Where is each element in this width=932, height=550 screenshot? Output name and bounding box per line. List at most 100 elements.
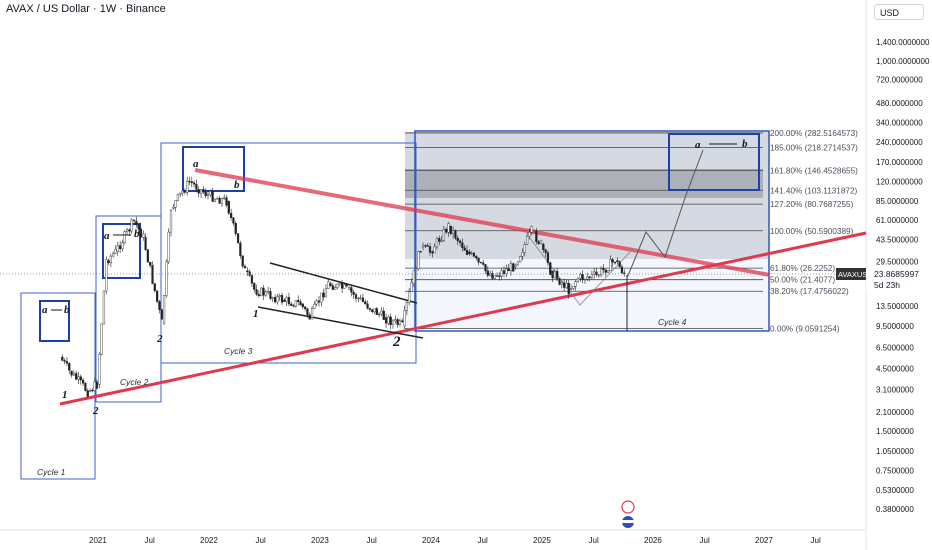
x-tick-label: Jul bbox=[367, 536, 377, 545]
candle-body bbox=[197, 189, 200, 194]
candle-body bbox=[530, 226, 533, 233]
candle-body bbox=[565, 283, 568, 288]
candle-body bbox=[206, 194, 210, 196]
candle-body bbox=[546, 252, 550, 263]
price-candles bbox=[61, 176, 626, 398]
candle-body bbox=[334, 287, 337, 290]
y-tick-label: 340.0000000 bbox=[876, 118, 923, 127]
x-tick-label: Jul bbox=[478, 536, 488, 545]
candle-body bbox=[123, 231, 126, 243]
candle-body bbox=[495, 275, 499, 277]
candle-body bbox=[107, 260, 110, 264]
x-tick-label: 2024 bbox=[422, 536, 440, 545]
candle-body bbox=[218, 198, 221, 204]
candle-body bbox=[195, 183, 198, 190]
wave-1-c3: 1 bbox=[253, 308, 259, 320]
wave-2-c2: 2 bbox=[156, 333, 163, 345]
candle-body bbox=[149, 261, 152, 266]
candle-body bbox=[285, 297, 288, 302]
event-icon[interactable] bbox=[621, 500, 635, 514]
candle-body bbox=[109, 255, 112, 264]
wave-1-c1: 1 bbox=[62, 389, 68, 401]
y-tick-label: 0.3800000 bbox=[876, 505, 914, 514]
candle-body bbox=[283, 299, 286, 302]
ab-box-4 bbox=[668, 133, 760, 191]
candle-body bbox=[61, 356, 64, 361]
y-tick-label: 43.5000000 bbox=[876, 235, 919, 244]
x-tick-label: 2021 bbox=[89, 536, 107, 545]
candle-body bbox=[375, 308, 378, 315]
pattern-outline bbox=[529, 237, 631, 306]
fib-level-label: 161.80% (146.4528655) bbox=[770, 166, 858, 175]
candle-body bbox=[322, 292, 325, 298]
candle-body bbox=[86, 390, 89, 397]
candle-body bbox=[421, 245, 425, 248]
candle-body bbox=[500, 270, 503, 277]
candle-body bbox=[105, 259, 108, 292]
candle-body bbox=[156, 290, 159, 302]
fib-lines: 200.00% (282.5164573) 185.00% (218.271453… bbox=[405, 129, 858, 334]
candle-body bbox=[482, 262, 485, 265]
cycle-4-label: Cycle 4 bbox=[658, 317, 687, 327]
candle-body bbox=[461, 242, 464, 249]
candle-body bbox=[519, 256, 522, 263]
candle-body bbox=[276, 296, 279, 303]
candle-body bbox=[262, 287, 265, 296]
ab-box-2 bbox=[102, 223, 141, 279]
candle-body bbox=[569, 288, 573, 290]
candle-body bbox=[600, 268, 603, 276]
candle-body bbox=[343, 284, 346, 289]
wave-a-1: a bbox=[42, 304, 48, 316]
candle-body bbox=[239, 242, 242, 257]
candle-body bbox=[403, 310, 406, 327]
fib-level-label: 50.00% (21.4077) bbox=[770, 276, 835, 285]
candle-body bbox=[306, 308, 309, 316]
channel-upper bbox=[269, 262, 418, 304]
y-tick-label: 0.5300000 bbox=[876, 486, 914, 495]
candle-body bbox=[611, 259, 614, 263]
fib-level-label: 38.20% (17.4756022) bbox=[770, 287, 849, 296]
candle-body bbox=[287, 297, 291, 305]
candle-body bbox=[267, 291, 270, 293]
candle-body bbox=[130, 219, 133, 232]
candle-body bbox=[463, 247, 466, 251]
candle-body bbox=[616, 260, 619, 262]
candle-body bbox=[84, 383, 87, 391]
candle-body bbox=[273, 297, 277, 303]
candle-body bbox=[526, 235, 529, 245]
candle-body bbox=[174, 200, 177, 208]
candle-body bbox=[324, 288, 328, 298]
candle-body bbox=[479, 261, 482, 264]
candle-body bbox=[352, 292, 355, 295]
fib-dark-zone bbox=[405, 169, 763, 198]
chart-title: AVAX / US Dollar · 1W · Binance bbox=[6, 3, 166, 15]
candle-body bbox=[398, 320, 402, 325]
currency-selector[interactable]: USD bbox=[874, 4, 924, 20]
x-tick-label: Jul bbox=[700, 536, 710, 545]
candle-body bbox=[553, 271, 556, 279]
candle-body bbox=[72, 373, 75, 376]
y-tick-label: 4.5000000 bbox=[876, 364, 914, 373]
candle-body bbox=[382, 310, 385, 320]
wave-b-2: b bbox=[134, 228, 140, 240]
candle-body bbox=[618, 261, 621, 268]
wave-2-c3: 2 bbox=[392, 334, 401, 350]
cycle-3-box bbox=[160, 142, 417, 364]
x-tick-label: Jul bbox=[589, 536, 599, 545]
candle-body bbox=[417, 251, 420, 270]
candle-body bbox=[521, 252, 524, 257]
candle-body bbox=[597, 274, 600, 276]
candle-body bbox=[225, 197, 228, 206]
candle-body bbox=[75, 373, 78, 380]
candle-body bbox=[341, 282, 344, 289]
candle-body bbox=[345, 284, 348, 287]
y-tick-label: 29.5000000 bbox=[876, 257, 919, 266]
candle-body bbox=[560, 282, 563, 285]
candle-body bbox=[304, 306, 307, 310]
y-tick-label: 170.0000000 bbox=[876, 158, 923, 167]
candle-body bbox=[452, 230, 455, 234]
candle-body bbox=[419, 251, 422, 253]
candle-body bbox=[391, 320, 395, 325]
support-trendline bbox=[59, 231, 867, 406]
